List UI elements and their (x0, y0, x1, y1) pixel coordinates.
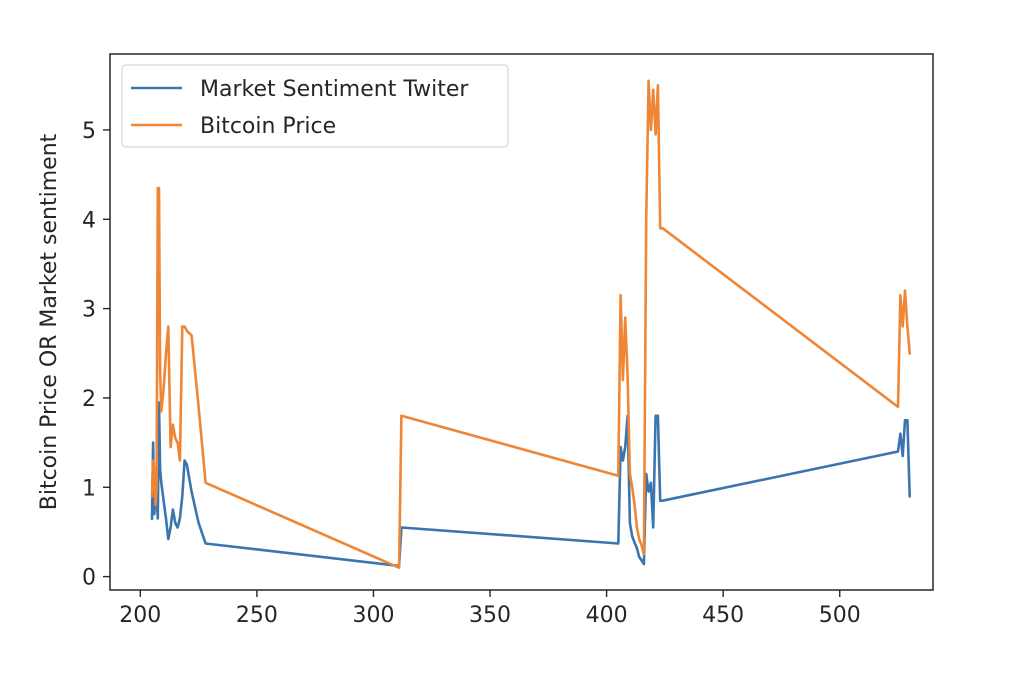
series-line-2 (150, 79, 912, 570)
x-tick-label: 250 (236, 603, 278, 628)
y-tick-label: 0 (82, 566, 96, 591)
y-tick-label: 3 (82, 298, 96, 323)
y-tick-label: 1 (82, 476, 96, 501)
y-axis-label: Bitcoin Price OR Market sentiment (37, 133, 62, 510)
plot-frame (109, 53, 934, 591)
series-line-1 (150, 401, 912, 568)
series-layer (150, 79, 912, 570)
y-tick-label: 2 (82, 387, 96, 412)
x-tick-label: 450 (702, 603, 744, 628)
legend-label-2: Bitcoin Price (200, 114, 336, 139)
legend: Market Sentiment Twiter Bitcoin Price (121, 64, 509, 148)
x-axis: 200 250 300 350 400 450 500 (119, 590, 861, 628)
y-tick-label: 4 (82, 208, 96, 233)
x-tick-label: 350 (469, 603, 511, 628)
y-tick-label: 5 (82, 119, 96, 144)
x-tick-label: 400 (586, 603, 628, 628)
legend-box (121, 64, 509, 148)
y-axis: 0 1 2 3 4 5 (82, 119, 110, 591)
x-tick-label: 200 (119, 603, 161, 628)
legend-label-1: Market Sentiment Twiter (200, 77, 469, 102)
x-tick-label: 500 (819, 603, 861, 628)
x-tick-label: 300 (352, 603, 394, 628)
